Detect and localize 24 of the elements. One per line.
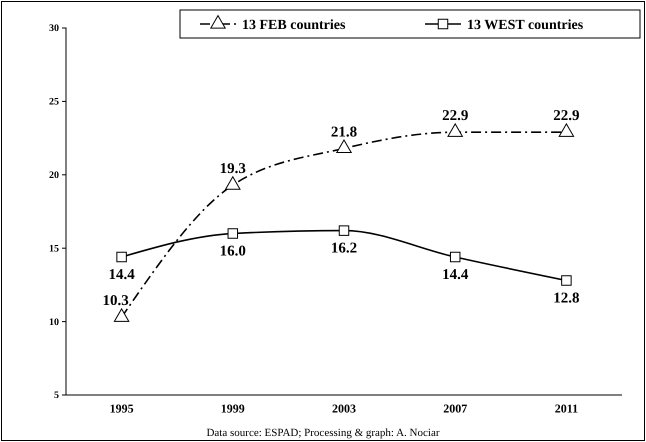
data-label: 12.8 (553, 290, 580, 306)
y-tick-label: 20 (49, 170, 59, 181)
data-label: 21.8 (330, 124, 358, 140)
data-label: 10.3 (102, 293, 129, 310)
data-label: 14.4 (108, 267, 136, 284)
y-tick-label: 5 (54, 390, 59, 402)
legend-label: 13 FEB countries (242, 18, 346, 33)
source-note: Data source: ESPAD; Processing & graph: A. Nociar (206, 427, 440, 439)
y-tick-label: 10 (49, 316, 59, 328)
y-tick-label: 30 (49, 23, 59, 34)
y-tick-label: 15 (49, 243, 59, 254)
x-tick-label: 1995 (110, 401, 134, 416)
x-tick-label: 1999 (220, 401, 245, 416)
data-label: 14.4 (442, 267, 469, 284)
data-label: 16.2 (330, 240, 358, 257)
data-label: 22.9 (442, 108, 468, 124)
y-tick-label: 25 (49, 96, 59, 108)
x-tick-label: 2003 (332, 401, 356, 416)
data-label: 22.9 (553, 108, 580, 124)
legend-label: 13 WEST countries (467, 18, 584, 33)
x-tick-label: 2011 (554, 401, 578, 416)
data-label: 16.0 (220, 244, 246, 260)
x-tick-label: 2007 (443, 401, 468, 416)
data-label: 19.3 (220, 161, 246, 178)
